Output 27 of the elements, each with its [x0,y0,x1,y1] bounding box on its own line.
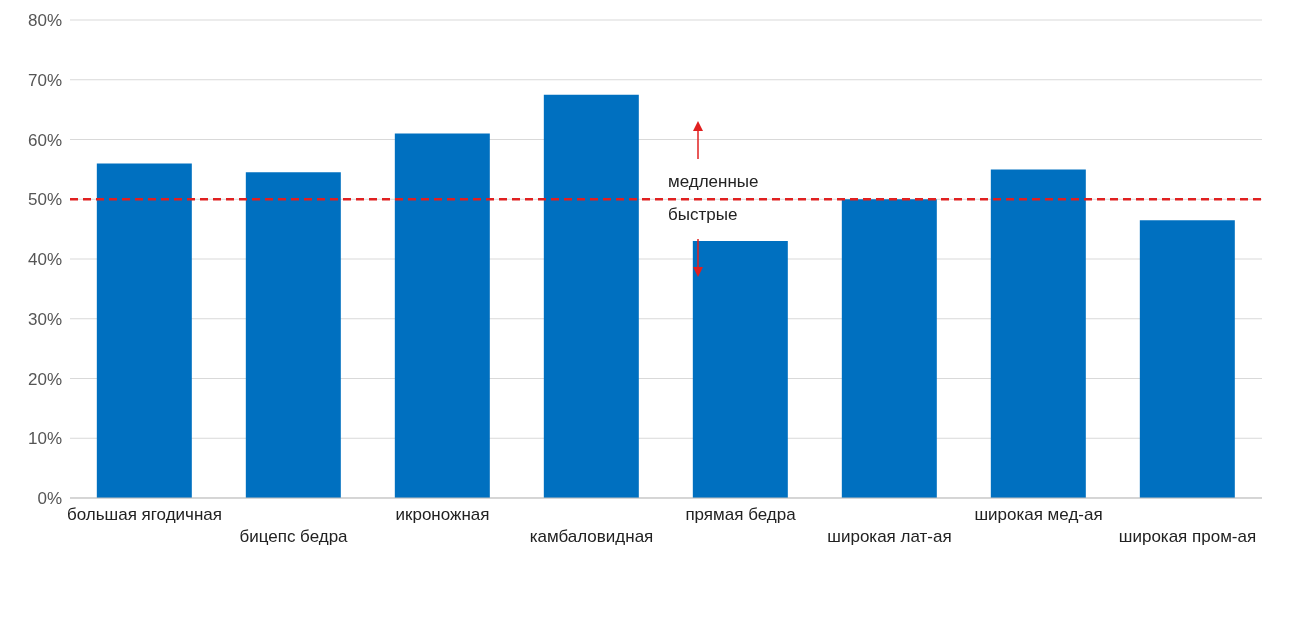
y-tick-label: 10% [27,429,62,449]
x-tick-label: широкая пром-ая [1118,527,1257,546]
bar [990,169,1086,498]
bar [96,163,192,498]
x-tick-label: широкая лат-ая [827,527,952,546]
x-tick-label: икроножная [395,505,490,524]
x-tick-label: прямая бедра [685,505,797,524]
bar [841,199,937,498]
y-tick-label: 80% [27,11,62,31]
y-tick-label: 0% [37,489,62,509]
y-tick-label: 40% [27,250,62,270]
bar [543,94,639,498]
y-tick-label: 20% [27,369,62,389]
x-tick-label: большая ягодичная [66,505,223,524]
x-tick-label: камбаловидная [529,527,654,546]
y-tick-label: 70% [27,70,62,90]
bar [692,241,788,498]
bar [245,172,341,498]
annotation: медленные [668,172,759,193]
annotation: быстрые [668,205,738,226]
x-tick-label: широкая мед-ая [974,505,1103,524]
y-tick-label: 60% [27,130,62,150]
bar [394,133,490,498]
y-tick-label: 50% [27,190,62,210]
y-tick-label: 30% [27,309,62,329]
x-tick-label: бицепс бедра [239,527,349,546]
bar [1139,220,1235,498]
